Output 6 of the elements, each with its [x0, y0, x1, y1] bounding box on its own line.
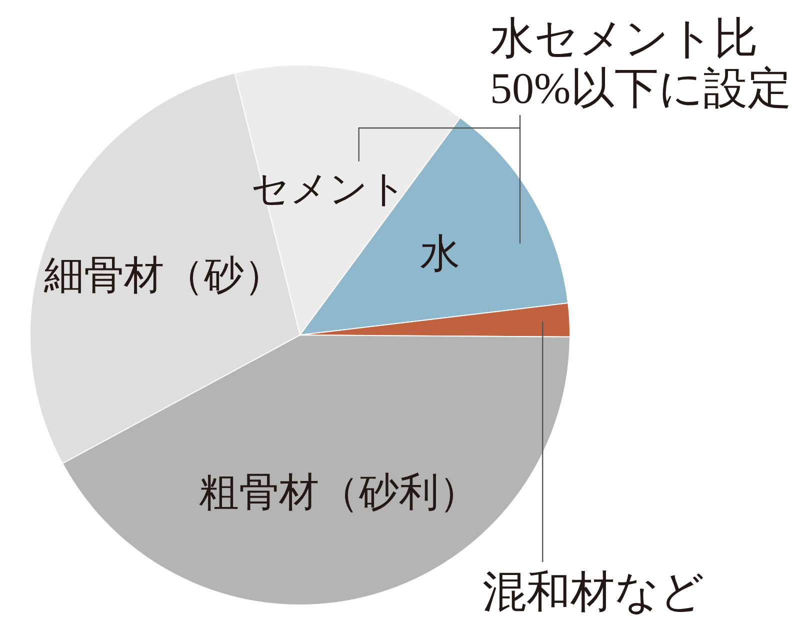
slice-label: 混和材など: [482, 568, 705, 616]
slice-label: 細骨材（砂）: [43, 252, 284, 298]
slice-label: 粗骨材（砂利）: [199, 470, 480, 515]
slice-label: セメント: [250, 168, 407, 210]
slice-label: 水: [420, 231, 460, 276]
text: 水セメント比 50%以下に設定: [490, 14, 792, 112]
